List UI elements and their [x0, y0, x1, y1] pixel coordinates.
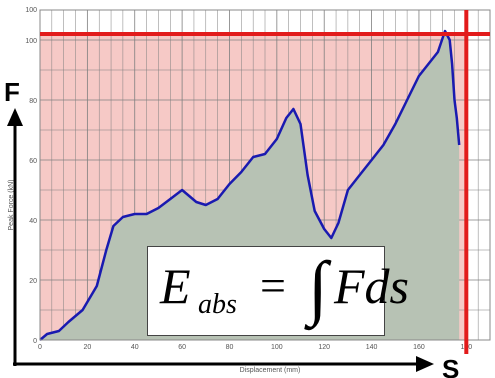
- formula-energy-symbol: E: [160, 258, 191, 314]
- y-tick-label: 80: [29, 98, 37, 105]
- formula-integral: ∫: [308, 247, 328, 327]
- x-axis-arrowhead: [416, 356, 434, 372]
- y-tick-label: 20: [29, 278, 37, 285]
- x-tick-label: 80: [226, 344, 234, 351]
- plot-frame: [39, 9, 491, 341]
- x-tick-label: 140: [366, 344, 378, 351]
- x-tick-label: 60: [178, 344, 186, 351]
- y-axis-arrowhead: [7, 108, 23, 126]
- formula-equals: =: [260, 260, 286, 311]
- energy-formula: E abs = ∫ Fds: [148, 247, 409, 335]
- x-tick-label: 20: [83, 344, 91, 351]
- x-tick-label: 40: [131, 344, 139, 351]
- x-tick-label: 160: [413, 344, 425, 351]
- y-axis-title: Peak Force (kN): [8, 180, 15, 231]
- x-tick-label: 0: [38, 344, 42, 351]
- y-tick-label: 40: [29, 218, 37, 225]
- formula-integrand: Fds: [334, 258, 409, 314]
- y-axis-letter: F: [4, 77, 20, 107]
- x-axis-letter: S: [442, 354, 459, 378]
- x-tick-label: 100: [271, 344, 283, 351]
- energy-formula-box: E abs = ∫ Fds: [147, 246, 409, 336]
- x-tick-labels: 020406080100120140160180: [38, 344, 472, 351]
- y-tick-label: 60: [29, 158, 37, 165]
- y-tick-labels: 0 20 40 60 80 100 100: [25, 7, 37, 345]
- x-tick-label: 120: [318, 344, 330, 351]
- y-tick-label: 0: [33, 338, 37, 345]
- y-tick-label: 100: [25, 38, 37, 45]
- y-tick-label-top: 100: [25, 7, 37, 14]
- force-curve-line: [39, 29, 461, 341]
- x-axis-title: Displacement (mm): [240, 367, 301, 374]
- formula-subscript: abs: [198, 289, 237, 320]
